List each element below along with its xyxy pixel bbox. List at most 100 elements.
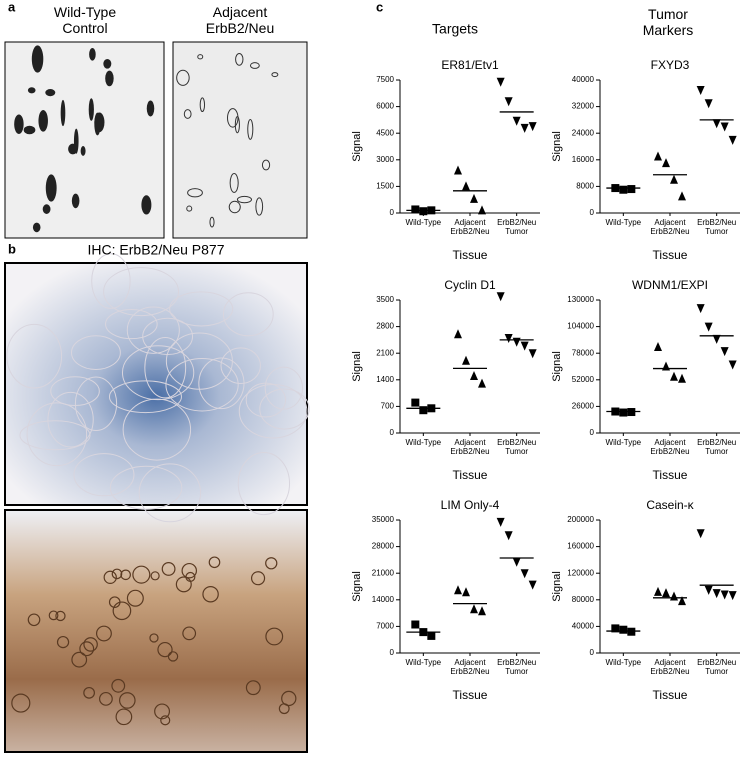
data-point (470, 193, 478, 203)
data-point (504, 334, 513, 343)
decoration (111, 568, 123, 580)
decoration (45, 174, 57, 202)
data-point (712, 589, 721, 599)
data-point (427, 631, 436, 640)
decoration (6, 323, 63, 389)
decoration (250, 571, 266, 586)
decoration (199, 97, 206, 113)
decoration (259, 388, 310, 430)
y-tick-label: 200000 (567, 515, 594, 524)
decoration (83, 637, 98, 652)
panel-label: a (8, 0, 16, 14)
decoration (60, 99, 66, 127)
x-axis-label: Tissue (453, 468, 488, 482)
decoration (245, 382, 287, 418)
x-tick-label: ErbB2/Neu Tumor (697, 658, 736, 676)
x-tick-label: Adjacent ErbB2/Neu (650, 658, 689, 676)
y-tick-label: 160000 (567, 542, 594, 551)
decoration (95, 625, 112, 642)
y-tick-label: 0 (590, 648, 595, 657)
x-tick-label: ErbB2/Neu Tumor (497, 438, 536, 456)
data-point (512, 337, 521, 347)
data-point (678, 373, 686, 383)
data-point (470, 604, 478, 614)
data-point (478, 378, 486, 388)
data-point (454, 329, 462, 339)
x-tick-label: Adjacent ErbB2/Neu (450, 658, 489, 676)
decoration (141, 195, 152, 215)
y-tick-label: 0 (590, 428, 595, 437)
x-axis-label: Tissue (653, 468, 688, 482)
chart-title: FXYD3 (651, 58, 690, 72)
image-title: IHC: ErbB2/Neu P877 (88, 242, 225, 258)
column-header: Targets (432, 21, 478, 37)
decoration (105, 309, 158, 340)
decoration (146, 100, 155, 117)
decoration (132, 565, 151, 584)
x-tick-label: Wild-Type (606, 218, 642, 227)
data-point (512, 557, 521, 567)
y-tick-label: 0 (590, 208, 595, 217)
decoration (103, 570, 117, 584)
y-tick-label: 26000 (572, 402, 595, 411)
y-tick-label: 8000 (576, 182, 594, 191)
data-point (712, 334, 721, 344)
chart-title: Casein-κ (646, 498, 694, 512)
data-point (470, 371, 478, 380)
decoration (55, 610, 66, 622)
x-axis-label: Tissue (653, 248, 688, 262)
y-tick-label: 35000 (372, 515, 395, 524)
y-tick-label: 28000 (372, 542, 395, 551)
y-tick-label: 0 (390, 208, 395, 217)
y-tick-label: 2100 (376, 348, 394, 357)
data-point (619, 625, 628, 634)
decoration (126, 589, 144, 607)
y-tick-label: 78000 (572, 348, 595, 357)
data-point (496, 77, 505, 87)
data-point (528, 580, 537, 590)
decoration (27, 87, 36, 94)
decoration (103, 58, 112, 69)
decoration (255, 197, 264, 216)
decoration (245, 680, 261, 696)
data-point (496, 292, 505, 302)
y-tick-label: 32000 (572, 102, 595, 111)
data-point (662, 158, 670, 168)
y-axis-label: Signal (551, 351, 563, 382)
y-tick-label: 0 (390, 648, 395, 657)
decoration (118, 692, 136, 709)
y-tick-label: 52000 (572, 375, 595, 384)
panel-label: b (8, 241, 16, 256)
x-tick-label: Adjacent ErbB2/Neu (450, 218, 489, 236)
data-point (720, 347, 729, 357)
decoration (278, 703, 290, 715)
decoration (38, 109, 48, 132)
y-tick-label: 0 (390, 428, 395, 437)
decoration (14, 114, 24, 134)
decoration (80, 146, 86, 156)
data-point (654, 342, 662, 352)
data-point (419, 406, 428, 415)
decoration (94, 112, 105, 133)
decoration (229, 173, 239, 193)
y-tick-label: 2800 (376, 322, 394, 331)
y-tick-label: 104000 (567, 322, 594, 331)
decoration (31, 45, 44, 73)
decoration (161, 562, 176, 576)
data-point (654, 586, 662, 596)
y-axis-label: Signal (551, 571, 563, 602)
decoration (83, 686, 95, 699)
decoration (247, 118, 254, 140)
decoration (71, 193, 80, 209)
data-point (712, 119, 721, 129)
data-point (520, 341, 529, 351)
decoration (32, 222, 41, 233)
decoration (121, 345, 195, 401)
y-tick-label: 7000 (376, 622, 394, 631)
decoration (68, 143, 78, 155)
decoration (197, 54, 204, 60)
decoration (74, 376, 118, 432)
micrograph (4, 509, 308, 753)
decoration (126, 306, 180, 354)
